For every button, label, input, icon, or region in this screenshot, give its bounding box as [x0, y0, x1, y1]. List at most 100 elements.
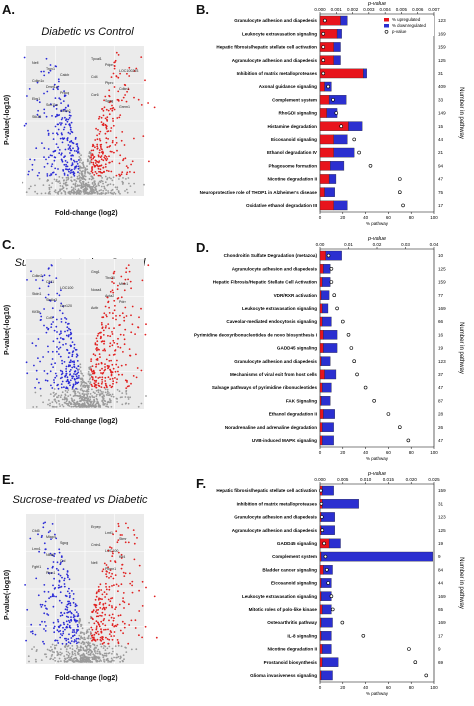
data-point: [100, 322, 103, 324]
data-point: [109, 345, 111, 348]
pathway-count: 125: [438, 266, 446, 271]
data-point: [56, 87, 58, 89]
data-point: [62, 630, 65, 633]
data-point: [122, 597, 124, 599]
data-point: [78, 375, 80, 377]
data-point: [78, 634, 81, 637]
category-label: GADD45 signaling: [277, 541, 317, 546]
data-point: [34, 633, 37, 636]
data-point: [126, 385, 129, 388]
data-point: [59, 653, 62, 656]
data-point: [60, 394, 63, 397]
data-point: [83, 394, 85, 397]
data-point: [67, 574, 69, 577]
data-point: [117, 366, 120, 368]
data-point: [117, 284, 119, 287]
data-point: [59, 574, 62, 577]
data-point: [71, 398, 73, 400]
data-point: [119, 72, 121, 75]
pvalue-point: [320, 515, 324, 519]
data-point: [48, 282, 51, 285]
data-point: [60, 332, 62, 334]
data-point: [94, 384, 96, 387]
bar-upregulated: [319, 631, 322, 641]
data-point: [86, 637, 89, 639]
data-point: [127, 396, 129, 399]
data-point: [87, 400, 89, 403]
data-point: [66, 603, 69, 606]
data-point: [36, 174, 39, 177]
data-point: [104, 624, 107, 627]
data-point: [63, 172, 66, 175]
data-point: [105, 384, 107, 387]
data-point: [122, 181, 124, 184]
panel-letter: A.: [2, 2, 15, 17]
data-point: [81, 631, 84, 634]
data-point: [64, 116, 66, 119]
data-point: [87, 653, 90, 656]
data-point: [60, 318, 63, 320]
data-point: [147, 264, 150, 267]
data-point: [74, 650, 77, 653]
data-point: [112, 339, 115, 342]
data-point: [121, 131, 124, 133]
data-point: [107, 661, 109, 663]
gene-label: Ptprc: [105, 81, 114, 85]
data-point: [52, 593, 54, 596]
gene-label: Nefl: [32, 61, 39, 65]
data-point: [87, 380, 90, 383]
data-point: [126, 90, 128, 93]
data-point: [117, 337, 119, 340]
data-point: [112, 117, 114, 120]
data-point: [110, 547, 113, 549]
data-point: [89, 161, 91, 164]
data-point: [104, 154, 107, 157]
data-point: [80, 159, 82, 161]
data-point: [119, 114, 122, 116]
bar-upregulated: [319, 396, 322, 406]
data-point: [68, 405, 71, 407]
data-point: [48, 399, 50, 401]
data-point: [51, 401, 54, 403]
data-point: [65, 625, 68, 628]
data-point: [70, 655, 73, 658]
data-point: [64, 106, 67, 109]
data-point: [83, 399, 86, 401]
data-point: [50, 186, 53, 189]
data-point: [53, 627, 55, 630]
data-point: [106, 120, 109, 122]
data-point: [53, 379, 55, 381]
data-point: [131, 323, 134, 326]
data-point: [107, 642, 110, 645]
data-point: [66, 606, 69, 609]
data-point: [82, 183, 85, 186]
data-point: [95, 625, 98, 628]
data-point: [115, 142, 118, 144]
data-point: [72, 395, 75, 397]
data-point: [76, 190, 79, 193]
data-point: [89, 172, 92, 175]
data-point: [121, 171, 124, 174]
data-point: [99, 583, 102, 586]
data-point: [96, 143, 99, 146]
data-point: [108, 638, 111, 641]
data-point: [100, 630, 103, 633]
data-point: [108, 312, 111, 314]
data-point: [65, 343, 67, 345]
volcano-plot: Cfd5Mlap4SgcgLmx1Nkx6CnlFgfrl1Ptpn1Erpep…: [24, 514, 158, 664]
bar-downregulated: [322, 604, 332, 615]
data-point: [47, 132, 50, 135]
data-point: [44, 192, 47, 195]
data-point: [125, 389, 128, 392]
data-point: [101, 392, 104, 395]
pathway-count: 33: [438, 97, 444, 102]
data-point: [108, 392, 110, 394]
data-point: [91, 610, 94, 613]
data-point: [31, 632, 34, 635]
data-point: [111, 179, 114, 182]
panel-letter: C.: [2, 237, 15, 252]
data-point: [96, 393, 98, 396]
data-point: [121, 563, 124, 566]
data-point: [111, 192, 113, 195]
data-point: [111, 624, 114, 627]
